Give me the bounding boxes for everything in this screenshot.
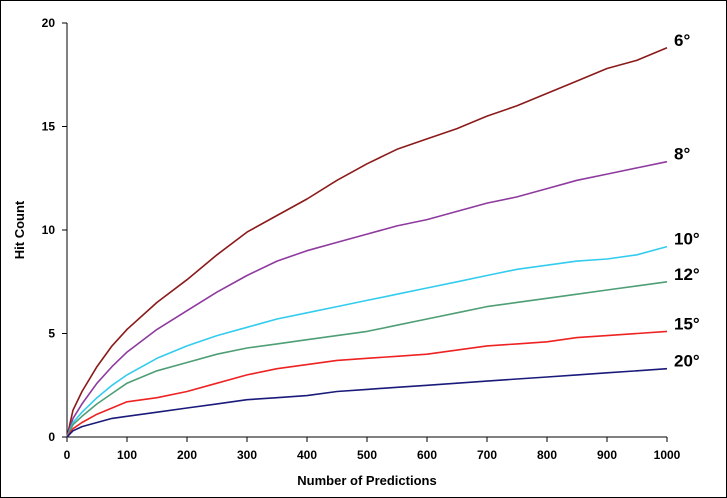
y-axis-title: Hit Count	[12, 200, 27, 259]
series-line-8deg	[66, 160, 668, 438]
series-label-12deg: 12°	[674, 265, 700, 284]
x-tick-label: 800	[537, 448, 557, 462]
series-line-12deg	[66, 281, 668, 438]
x-tick-label: 600	[417, 448, 437, 462]
x-tick-label: 0	[64, 448, 71, 462]
x-axis-title: Number of Predictions	[297, 473, 436, 488]
series-label-15deg: 15°	[674, 314, 700, 333]
y-tick-labels: 0 5 10 15 20	[42, 16, 56, 444]
y-tick-label: 10	[42, 223, 56, 237]
x-tick-label: 500	[357, 448, 377, 462]
series-line-15deg	[66, 330, 668, 438]
y-tick-label: 20	[42, 16, 56, 30]
series-line-20deg	[66, 367, 668, 438]
series-line-6deg	[66, 47, 668, 438]
axes	[62, 22, 668, 442]
x-tick-label: 200	[177, 448, 197, 462]
x-tick-label: 700	[477, 448, 497, 462]
x-tick-label: 400	[297, 448, 317, 462]
y-tick-label: 15	[42, 120, 56, 134]
x-tick-label: 1000	[654, 448, 681, 462]
series-label-10deg: 10°	[674, 230, 700, 249]
x-tick-label: 300	[237, 448, 257, 462]
x-tick-labels: 0 100 200 300 400 500 600 700 800 900 1000	[64, 448, 681, 462]
x-tick-label: 900	[597, 448, 617, 462]
series-line-10deg	[66, 245, 668, 438]
series-label-20deg: 20°	[674, 352, 700, 371]
series-labels: 6° 8° 10° 12° 15° 20°	[674, 31, 700, 371]
series-label-8deg: 8°	[674, 145, 690, 164]
y-tick-label: 5	[48, 327, 55, 341]
series-label-6deg: 6°	[674, 31, 690, 50]
y-tick-label: 0	[48, 430, 55, 444]
series-lines	[66, 47, 668, 438]
x-tick-label: 100	[117, 448, 137, 462]
